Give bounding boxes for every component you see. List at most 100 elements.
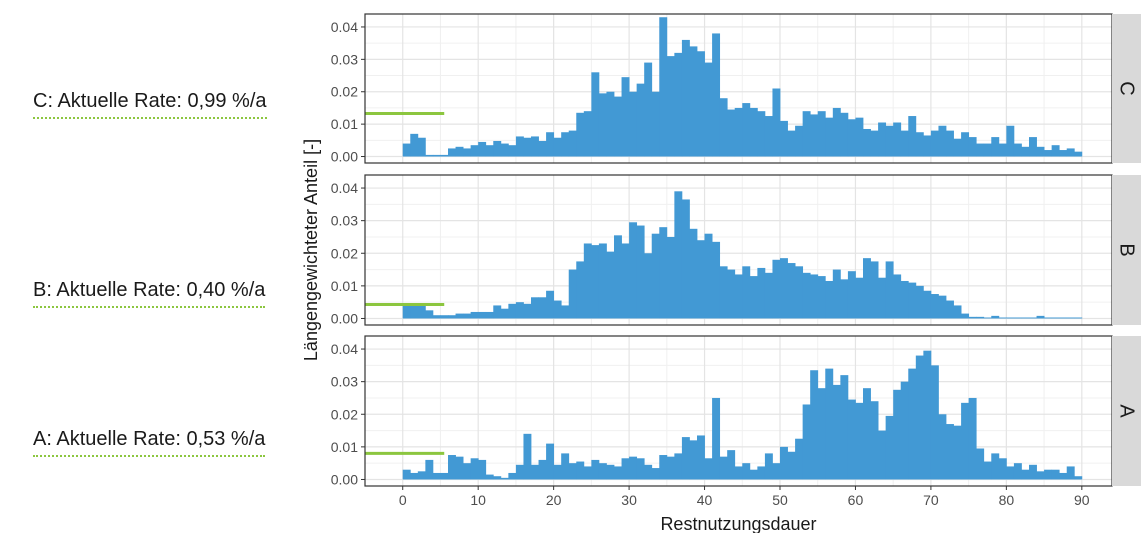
histogram-bar (825, 280, 834, 319)
histogram-bar (553, 464, 562, 480)
histogram-bar (538, 140, 547, 157)
histogram-bar (1021, 317, 1030, 319)
histogram-bar (946, 130, 954, 157)
histogram-bar (508, 303, 517, 319)
histogram-bar (923, 135, 932, 157)
x-tick-label: 50 (772, 492, 788, 508)
histogram-bar (953, 138, 962, 157)
histogram-bar (802, 272, 811, 319)
histogram-bar (448, 315, 456, 319)
histogram-bar (485, 474, 494, 480)
histogram-bar (742, 103, 751, 157)
histogram-bar (1029, 464, 1037, 480)
histogram-bar (568, 130, 577, 157)
histogram-bar (780, 120, 788, 157)
histogram-bar (546, 290, 555, 319)
histogram-bar (515, 464, 524, 480)
histogram-bar (885, 261, 894, 319)
histogram-bar (636, 225, 645, 319)
histogram-bar (998, 458, 1007, 480)
histogram-bar (840, 112, 849, 157)
histogram-bar (636, 83, 645, 157)
histogram-bar (938, 125, 947, 157)
histogram-bar (787, 451, 796, 480)
histogram-bar (576, 112, 585, 157)
histogram-bar (636, 458, 645, 480)
histogram-bar (878, 277, 887, 319)
histogram-bar (893, 389, 902, 480)
histogram-bar (553, 137, 562, 157)
histogram-bar (1029, 137, 1037, 157)
histogram-bar (742, 463, 751, 480)
histogram-bar (508, 472, 517, 480)
histogram-bar (817, 276, 826, 319)
rate-label-c-word2: Rate: (134, 90, 182, 112)
rate-label-c-underline (33, 117, 267, 119)
histogram-bar (629, 222, 638, 319)
y-axis-title: Längengewichteter Anteil [-] (301, 139, 321, 361)
histogram-bar (614, 466, 622, 480)
histogram-bar (810, 274, 819, 319)
histogram-bar (621, 77, 630, 157)
histogram-bar (885, 415, 894, 480)
histogram-bar (410, 305, 419, 319)
histogram-bar (651, 233, 660, 319)
histogram-bar (863, 128, 871, 157)
histogram-bar (425, 459, 434, 480)
histogram-bar (983, 461, 992, 480)
histogram-bar (546, 132, 555, 157)
histogram-bar (757, 111, 766, 157)
histogram-bar (576, 261, 585, 319)
histogram-bar (485, 311, 494, 319)
histogram-bar (470, 311, 479, 319)
panel-a: 0.00 0.01 0.02 0.03 0.04 A (331, 335, 1141, 487)
histogram-bar (961, 402, 970, 480)
histogram-bar (832, 107, 841, 157)
histogram-bar (938, 414, 947, 480)
rate-label-b-underline (33, 306, 266, 308)
histogram-bar (614, 96, 622, 157)
histogram-bar (659, 17, 668, 157)
facet-strip (1112, 175, 1141, 325)
histogram-bar (493, 305, 502, 319)
rate-label-b-word2: Rate: (133, 279, 181, 301)
rate-label-b-value: 0,40 %/a (186, 279, 266, 301)
facet-strip-label: B (1116, 243, 1138, 256)
histogram-bar (1006, 125, 1015, 157)
histogram-bar (1066, 317, 1075, 319)
histogram-bar (847, 399, 856, 480)
histogram-bar (1066, 466, 1075, 480)
histogram-bar (870, 261, 879, 319)
histogram-bar (749, 107, 758, 157)
histogram-bar (802, 111, 811, 157)
histogram-bar (847, 271, 856, 319)
histogram-bar (893, 122, 902, 157)
histogram-bar (795, 438, 804, 480)
histogram-bar (1021, 146, 1030, 157)
rate-label-a-value: 0,53 %/a (186, 428, 266, 450)
histogram-bar (1036, 146, 1045, 157)
histogram-bar (923, 290, 932, 319)
histogram-bar (938, 295, 947, 319)
histogram-bar (523, 433, 532, 480)
histogram-bar (787, 263, 796, 319)
histogram-bar (727, 109, 736, 157)
histogram-bar (961, 132, 970, 157)
panel-background (365, 336, 1112, 486)
histogram-bar (606, 91, 615, 157)
histogram-bar (810, 114, 819, 157)
histogram-bar (908, 282, 917, 319)
histogram-bar (674, 52, 683, 157)
histogram-bar (1051, 145, 1060, 157)
histogram-bar (1074, 151, 1083, 157)
histogram-bar (847, 119, 856, 157)
histogram-bar (1044, 317, 1053, 319)
histogram-bar (976, 316, 985, 319)
rate-label-c-prefix: C: (33, 90, 53, 112)
histogram-bar (998, 317, 1007, 319)
histogram-bar (983, 143, 992, 157)
y-tick-label: 0.01 (331, 439, 358, 455)
histogram-bar (598, 463, 607, 480)
facet-strip (1112, 14, 1141, 163)
